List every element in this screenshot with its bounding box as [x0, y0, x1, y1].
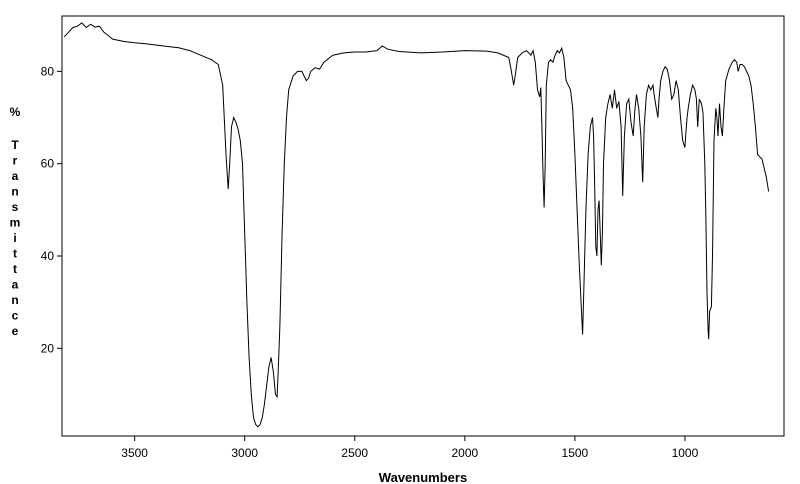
x-axis-title: Wavenumbers — [379, 470, 467, 484]
y-axis-title-char: a — [12, 278, 19, 292]
y-axis-title-char: t — [13, 262, 17, 276]
y-axis-title-char: % — [10, 105, 21, 119]
y-tick-label: 60 — [41, 157, 55, 171]
x-tick-label: 1500 — [562, 446, 589, 460]
y-tick-label: 40 — [41, 249, 55, 263]
y-axis-title-char: e — [12, 324, 19, 338]
y-axis-ticks: 20 40 60 80 — [41, 64, 62, 355]
y-axis-title-char: m — [10, 216, 21, 230]
x-tick-label: 1000 — [672, 446, 699, 460]
y-tick-label: 80 — [41, 64, 55, 78]
x-axis-ticks: 3500 3000 2500 2000 1500 1000 — [121, 436, 699, 460]
y-axis-title-char: c — [12, 309, 19, 323]
x-tick-label: 2000 — [451, 446, 478, 460]
plot-frame — [61, 15, 785, 437]
y-axis-title-char: i — [13, 231, 16, 245]
series-line — [63, 22, 770, 428]
y-axis-title-char: a — [12, 169, 19, 183]
y-axis-title-char: T — [11, 138, 19, 152]
x-tick-label: 2500 — [341, 446, 368, 460]
x-tick-label: 3000 — [231, 446, 258, 460]
y-axis-title-char: s — [12, 200, 19, 214]
y-tick-label: 20 — [41, 341, 55, 355]
y-axis-title-char: n — [11, 293, 18, 307]
y-axis-title-char: n — [11, 185, 18, 199]
x-tick-label: 3500 — [121, 446, 148, 460]
y-axis-title-char: t — [13, 247, 17, 261]
y-axis-title-char: r — [13, 154, 18, 168]
